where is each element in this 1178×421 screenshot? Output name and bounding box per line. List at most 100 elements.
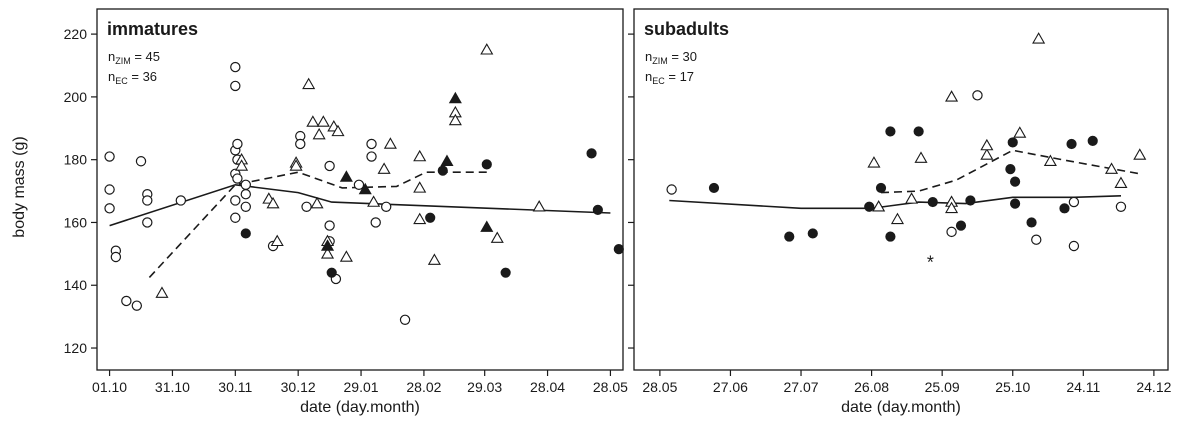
data-point-filled-triangle — [358, 182, 372, 195]
x-tick-label: 29.03 — [467, 379, 502, 395]
data-point-open-triangle — [945, 90, 959, 102]
data-point-open-triangle — [872, 200, 886, 212]
data-point-open-triangle — [310, 196, 324, 209]
y-tick-label: 160 — [64, 214, 88, 230]
data-point-filled-circle — [708, 182, 720, 194]
data-point-open-circle — [666, 184, 677, 195]
x-tick-label: 28.05 — [642, 379, 677, 395]
plot-frame — [96, 8, 624, 371]
data-point-filled-circle — [864, 201, 875, 212]
data-point-filled-circle — [500, 267, 511, 278]
y-axis-title: body mass (g) — [11, 136, 28, 237]
data-point-open-circle — [230, 195, 241, 206]
x-axis-title: date (day.month) — [841, 399, 961, 416]
data-point-filled-circle — [1007, 137, 1018, 148]
x-tick-label: 27.06 — [713, 379, 748, 395]
panel-subadults: 28.05 27.06 27.07 26.08 25.09 25.10 24.11 24.12… — [628, 8, 1172, 416]
data-point-filled-circle — [1005, 163, 1016, 175]
data-point-open-circle — [121, 295, 132, 307]
data-point-filled-circle — [1087, 135, 1098, 146]
data-point-open-triangle — [266, 196, 280, 209]
data-point-open-triangle — [532, 200, 546, 212]
data-point-open-circle — [230, 80, 241, 92]
data-point-open-circle — [1068, 240, 1080, 252]
panel-title: subadults — [644, 19, 729, 39]
data-point-open-circle — [240, 179, 251, 190]
x-tick-label: 27.07 — [783, 379, 818, 395]
x-tick-label: 26.08 — [854, 379, 889, 395]
data-point-filled-circle — [1059, 203, 1070, 214]
data-point-open-triangle — [289, 159, 303, 171]
data-point-open-circle — [370, 217, 381, 228]
data-point-open-circle — [380, 201, 392, 212]
data-point-open-triangle — [905, 192, 919, 204]
trend-line-dashed — [148, 171, 487, 278]
data-point-filled-circle — [913, 126, 924, 137]
data-point-filled-circle — [965, 195, 976, 206]
x-tick-label: 28.05 — [593, 379, 628, 395]
data-point-open-triangle — [306, 115, 320, 127]
data-point-open-triangle — [980, 138, 994, 151]
x-tick-label: 29.01 — [344, 379, 379, 395]
data-point-open-circle — [135, 156, 147, 167]
data-point-filled-circle — [875, 182, 887, 194]
data-point-filled-circle — [807, 228, 818, 239]
data-point-open-circle — [240, 189, 251, 200]
x-axis-title: date (day.month) — [300, 399, 420, 416]
y-tick-label: 140 — [64, 277, 88, 293]
data-point-filled-circle — [1009, 198, 1021, 209]
data-point-open-triangle — [1043, 154, 1057, 166]
data-point-filled-triangle — [339, 170, 353, 182]
data-point-open-circle — [232, 173, 243, 184]
trend-line-solid — [669, 195, 1122, 210]
data-point-open-triangle — [867, 156, 881, 168]
data-point-open-triangle — [480, 43, 494, 55]
data-point-open-triangle — [413, 212, 427, 225]
data-point-filled-circle — [927, 196, 938, 208]
data-point-open-triangle — [890, 212, 905, 225]
data-point-open-triangle — [914, 151, 928, 163]
data-point-open-triangle — [448, 113, 462, 126]
data-point-open-triangle — [312, 127, 326, 140]
y-tick-label: 120 — [64, 340, 88, 356]
data-point-open-triangle — [155, 286, 169, 298]
data-point-asterisk: * — [927, 253, 934, 273]
data-point-open-circle — [399, 314, 411, 325]
data-point-open-triangle — [320, 247, 335, 259]
data-point-open-circle — [142, 217, 153, 228]
panel-immatures: 01.10 31.10 30.11 30.12 29.01 28.02 29.03 28.04… — [64, 8, 628, 416]
data-point-filled-circle — [425, 212, 436, 223]
data-point-open-circle — [104, 203, 115, 214]
data-point-filled-circle — [240, 228, 251, 239]
data-point-open-circle — [301, 201, 312, 212]
data-point-open-circle — [232, 138, 243, 150]
data-point-open-circle — [1068, 196, 1080, 208]
trend-line-solid — [109, 183, 611, 227]
data-point-filled-circle — [955, 220, 967, 231]
data-point-open-circle — [366, 151, 377, 162]
y-tick-label: 200 — [64, 89, 88, 105]
data-point-open-triangle — [413, 181, 427, 193]
sample-size-label: nZIM = 45 — [108, 49, 160, 66]
x-tick-label: 24.11 — [1066, 379, 1100, 395]
data-point-open-triangle — [490, 231, 504, 243]
data-point-filled-circle — [1026, 217, 1037, 228]
data-point-filled-circle — [437, 165, 448, 176]
data-point-open-circle — [230, 61, 241, 73]
sample-size-label: nEC = 36 — [108, 69, 157, 86]
data-point-filled-circle — [586, 148, 597, 159]
data-point-open-circle — [946, 226, 957, 238]
x-tick-label: 25.10 — [995, 379, 1030, 395]
plot-frame — [633, 8, 1169, 371]
sample-size-label: nEC = 17 — [645, 69, 694, 86]
data-point-filled-circle — [784, 231, 795, 242]
x-tick-label: 30.12 — [281, 379, 316, 395]
data-point-open-circle — [104, 151, 115, 162]
data-point-filled-triangle — [480, 220, 494, 232]
data-point-filled-circle — [592, 204, 603, 216]
trend-line-dashed — [880, 149, 1140, 194]
data-point-open-circle — [1031, 234, 1042, 245]
data-point-open-circle — [142, 195, 153, 206]
data-point-open-triangle — [980, 148, 994, 160]
